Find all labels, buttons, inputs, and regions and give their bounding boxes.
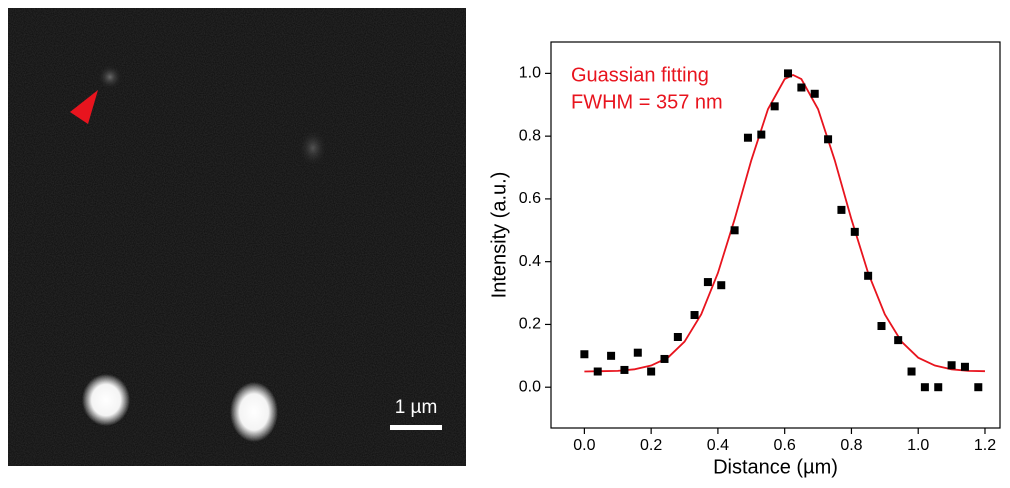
- data-point: [607, 351, 616, 360]
- data-point: [647, 367, 656, 376]
- data-point: [660, 354, 669, 363]
- data-point: [947, 361, 956, 370]
- data-point: [824, 135, 833, 144]
- scale-bar-label: 1 µm: [395, 397, 438, 418]
- data-point: [593, 367, 602, 376]
- x-tick-label: 0.0: [573, 437, 595, 454]
- data-point: [974, 383, 983, 392]
- data-point: [810, 89, 819, 98]
- y-tick-label: 0.6: [519, 190, 541, 207]
- x-axis-label: Distance (µm): [713, 456, 838, 478]
- y-tick-label: 1.0: [519, 65, 541, 82]
- data-point: [907, 367, 916, 376]
- x-tick-label: 1.0: [907, 437, 929, 454]
- faint-spot: [299, 130, 327, 166]
- y-tick-label: 0.4: [519, 253, 541, 270]
- data-point: [934, 383, 943, 392]
- x-tick-label: 0.4: [707, 437, 729, 454]
- data-point: [673, 332, 682, 341]
- plot-frame: [550, 41, 1001, 429]
- data-point: [620, 365, 629, 374]
- arrowhead: [70, 90, 98, 124]
- data-point: [730, 226, 739, 235]
- bright-spot: [230, 382, 278, 442]
- x-tick-label: 1.2: [974, 437, 996, 454]
- x-tick-label: 0.6: [774, 437, 796, 454]
- annotation: FWHM = 357 nm: [571, 91, 723, 113]
- bright-spot: [82, 374, 130, 426]
- data-point: [690, 311, 699, 320]
- scale-bar: [390, 425, 442, 430]
- faint-spot: [98, 65, 122, 89]
- data-point: [877, 322, 886, 331]
- data-point: [743, 133, 752, 142]
- data-point: [797, 83, 806, 92]
- x-tick-label: 0.8: [840, 437, 862, 454]
- data-point: [717, 281, 726, 290]
- y-tick-label: 0.0: [519, 378, 541, 395]
- y-tick-label: 0.2: [519, 316, 541, 333]
- y-tick-label: 0.8: [519, 127, 541, 144]
- data-point: [633, 348, 642, 357]
- data-point: [894, 336, 903, 345]
- data-point: [580, 350, 589, 359]
- data-point: [770, 102, 779, 111]
- data-point: [703, 278, 712, 287]
- data-point: [837, 205, 846, 214]
- y-axis-label: Intensity (a.u.): [488, 172, 510, 299]
- data-point: [850, 227, 859, 236]
- annotation: Guassian fitting: [571, 64, 709, 86]
- fit-curve: [584, 73, 985, 373]
- micrograph: 1 µm: [8, 8, 466, 466]
- x-tick-label: 0.2: [640, 437, 662, 454]
- data-point: [757, 130, 766, 139]
- data-point: [784, 69, 793, 78]
- chart: 0.0 0.2 0.4 0.6 0.8 1.0 1.2 0.0 0.2 0.4 0.6 0.8 1.0 D…: [488, 41, 1001, 478]
- data-point: [864, 271, 873, 280]
- data-point: [960, 362, 969, 371]
- data-point: [920, 383, 929, 392]
